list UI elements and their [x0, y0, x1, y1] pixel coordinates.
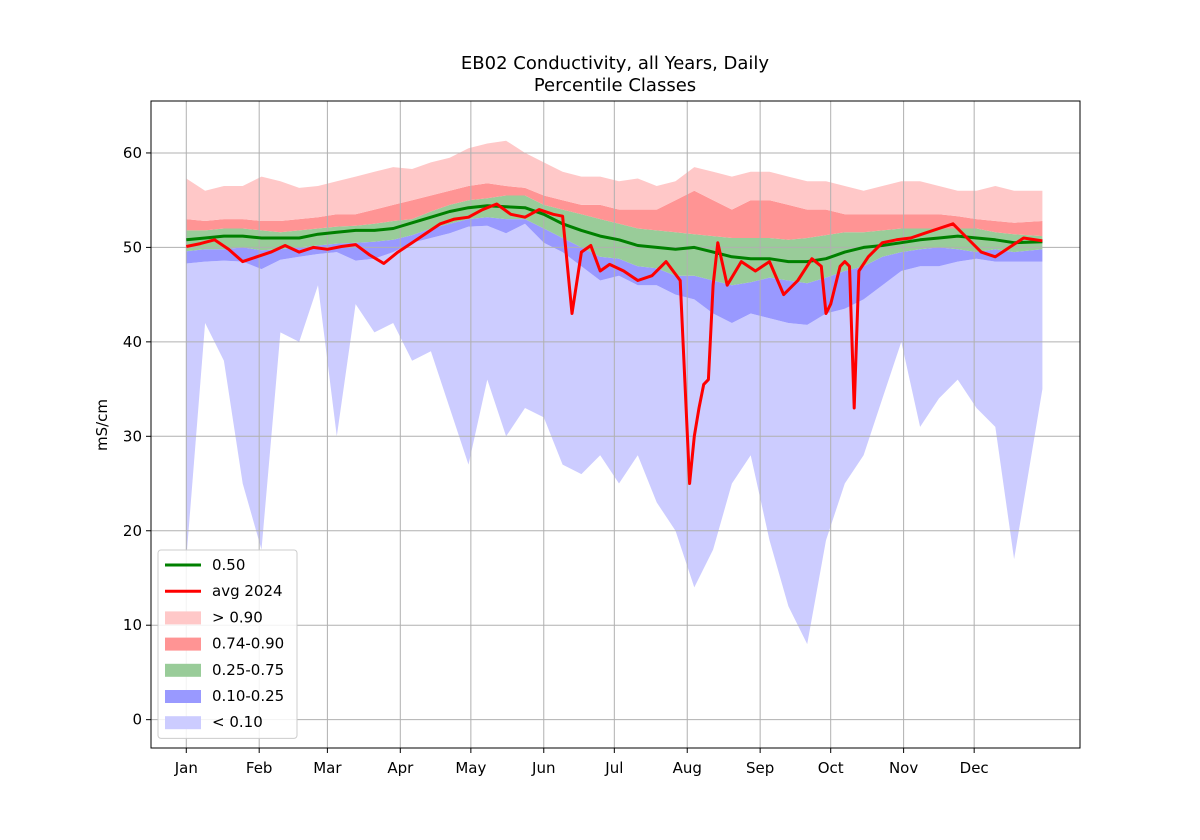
line-median [186, 204, 1043, 264]
grid-lines [151, 101, 1080, 748]
y-tick-label: 60 [123, 144, 142, 162]
y-tick-label: 20 [123, 522, 142, 540]
legend-swatch-patch [165, 611, 201, 625]
legend-label: 0.10-0.25 [212, 687, 284, 705]
chart-subtitle: Percentile Classes [534, 75, 696, 96]
legend-label: avg 2024 [212, 582, 283, 600]
y-tick-label: 30 [123, 427, 142, 445]
legend-label: < 0.10 [212, 713, 263, 731]
axis-ticks: Jan Feb Mar Apr May Jun Jul Aug Sep Oct Nov Dec 0 10 2… [123, 144, 989, 777]
y-axis-label: mS/cm [93, 399, 111, 451]
x-tick-label: Jul [604, 759, 623, 777]
legend-swatch-patch [165, 690, 201, 703]
legend-label: 0.74-0.90 [212, 635, 284, 653]
x-tick-label: Jun [531, 759, 555, 777]
series-lines [185, 202, 1043, 485]
y-tick-label: 40 [123, 333, 142, 351]
x-tick-label: Feb [246, 759, 273, 777]
x-tick-label: Oct [818, 759, 844, 777]
x-tick-label: Jan [174, 759, 198, 777]
line-avg-2024 [185, 202, 1043, 485]
x-tick-label: Dec [960, 759, 989, 777]
x-tick-label: Apr [387, 759, 414, 777]
x-tick-label: Nov [889, 759, 918, 777]
legend-swatch-patch [165, 637, 201, 651]
legend-label: 0.25-0.75 [212, 661, 284, 679]
y-tick-label: 0 [132, 711, 142, 729]
x-tick-label: May [455, 759, 486, 777]
x-tick-label: Sep [746, 759, 774, 777]
y-tick-label: 50 [123, 238, 142, 256]
y-tick-label: 10 [123, 616, 142, 634]
plot-frame [150, 100, 1081, 749]
x-tick-label: Mar [313, 759, 342, 777]
legend-swatch-patch [165, 716, 201, 730]
chart-title: EB02 Conductivity, all Years, Daily [461, 53, 770, 74]
legend-label: > 0.90 [212, 608, 263, 626]
x-tick-label: Aug [673, 759, 702, 777]
legend: 0.50 avg 2024 > 0.90 0.74-0.90 0.25-0.75 0.10… [157, 549, 298, 739]
legend-swatch-patch [165, 663, 201, 677]
legend-label: 0.50 [212, 556, 245, 574]
